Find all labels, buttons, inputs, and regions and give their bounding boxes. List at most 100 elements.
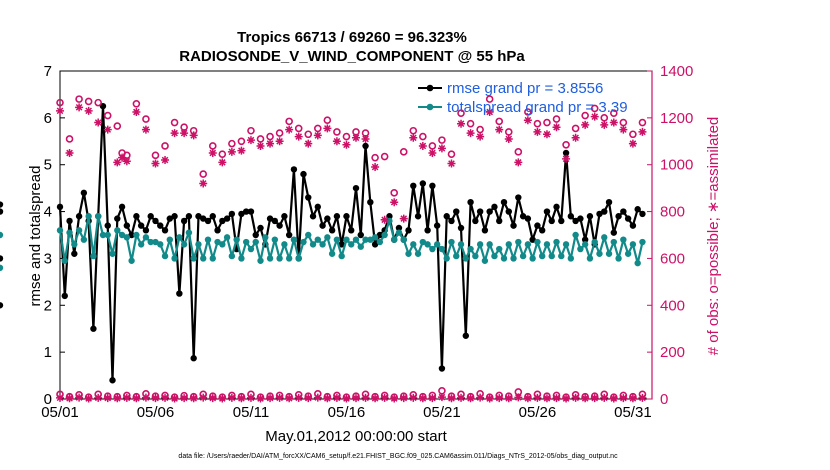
obs-possible-point (476, 125, 484, 134)
obs-assimilated-point (628, 139, 637, 148)
rmse-point (142, 227, 150, 234)
obs-assimilated-point (304, 139, 313, 148)
obs-assimilated-point (56, 393, 64, 402)
obs-assimilated-point-strokes (428, 394, 437, 403)
obs-assimilated-point-strokes (418, 141, 427, 150)
obs-assimilated-point-strokes (180, 394, 189, 403)
spread-point (176, 234, 183, 241)
obs-assimilated-point (285, 394, 294, 403)
obs-assimilated-point-strokes (294, 132, 303, 141)
rmse-point (285, 231, 293, 239)
rmse-point (467, 199, 474, 206)
obs-assimilated-point (428, 394, 437, 403)
obs-assimilated-point (294, 132, 303, 141)
obs-assimilated-point (118, 153, 127, 162)
obs-assimilated-point (638, 393, 647, 402)
obs-assimilated-point (75, 103, 84, 112)
obs-assimilated-point (552, 123, 561, 132)
spread-point (519, 252, 527, 260)
rmse-point (257, 224, 264, 232)
spread-point (300, 238, 307, 246)
obs-assimilated-point (113, 394, 122, 403)
spread-point (577, 245, 584, 253)
obs-assimilated-point (151, 159, 160, 168)
obs-assimilated-point-strokes (275, 137, 284, 146)
rmse-point (505, 208, 512, 215)
rmse-point (238, 210, 245, 218)
obs-assimilated-point (323, 124, 332, 133)
obs-assimilated-point (504, 134, 513, 143)
x-tick-label: 05/31 (614, 404, 652, 421)
spread-point (448, 238, 455, 246)
rmse-point (581, 236, 589, 243)
obs-assimilated-point (609, 118, 618, 127)
obs-possible-point (571, 124, 580, 133)
rmse-point (104, 222, 111, 229)
obs-assimilated-point-strokes (151, 159, 160, 168)
spread-point (405, 250, 412, 257)
rmse-point (376, 231, 384, 239)
rmse-point (476, 208, 484, 215)
obs-assimilated-point-strokes (466, 394, 475, 403)
y2-axis-label: # of obs: o=possible; ∗=assimilated (705, 117, 722, 356)
spread-point (376, 238, 384, 246)
rmse-point (66, 217, 73, 225)
obs-assimilated-point (84, 394, 93, 403)
spread-point (386, 217, 393, 225)
spread-point (281, 241, 288, 248)
rmse-point (271, 217, 279, 225)
obs-assimilated-point-strokes (285, 394, 294, 403)
obs-assimilated-point (418, 141, 427, 150)
obs-assimilated-point (199, 393, 208, 402)
spread-point (457, 241, 465, 248)
spread-point (634, 259, 641, 267)
obs-assimilated-point-strokes (256, 141, 265, 150)
spread-point (538, 252, 546, 260)
spread-point (228, 252, 236, 260)
obs-assimilated-point-strokes (294, 393, 303, 402)
obs-assimilated-point (571, 393, 580, 402)
obs-possible-point (619, 118, 628, 127)
obs-assimilated-point-strokes (189, 394, 198, 403)
obs-assimilated-point (189, 131, 198, 140)
rmse-point (448, 217, 455, 225)
obs-assimilated-point-strokes (466, 129, 475, 138)
obs-assimilated-point (457, 393, 466, 402)
obs-assimilated-point (542, 130, 551, 139)
obs-assimilated-point-strokes (380, 393, 389, 402)
obs-assimilated-point (56, 106, 64, 115)
obs-possible-point (419, 132, 427, 141)
obs-assimilated-point-strokes (523, 394, 532, 403)
obs-assimilated-point (75, 393, 84, 402)
obs-assimilated-point-strokes (118, 153, 127, 162)
rmse-point (362, 142, 369, 150)
rmse-point (56, 203, 64, 211)
rmse-point (324, 215, 331, 222)
rmse-point (190, 355, 197, 362)
obs-assimilated-point (590, 112, 599, 121)
spread-point (200, 255, 207, 262)
obs-assimilated-point (275, 137, 284, 146)
spread-point (624, 250, 632, 257)
obs-possible-point (543, 118, 551, 127)
x-axis-label: May.01,2012 00:00:00 start (265, 428, 447, 445)
obs-assimilated-point (590, 394, 599, 403)
rmse-point (118, 203, 126, 211)
spread-point (591, 238, 598, 246)
rmse-point (109, 377, 116, 384)
obs-assimilated-point (246, 393, 255, 402)
obs-assimilated-point-strokes (514, 158, 523, 167)
obs-assimilated-point (361, 393, 370, 402)
rmse-point (538, 227, 546, 234)
chart-subtitle: RADIOSONDE_V_WIND_COMPONENT @ 55 hPa (179, 48, 525, 65)
obs-assimilated-point-strokes (237, 394, 246, 403)
spread-point (257, 257, 264, 264)
obs-assimilated-point-strokes (199, 179, 208, 188)
obs-assimilated-point-strokes (609, 394, 618, 403)
obs-assimilated-point (562, 154, 571, 163)
spread-point (629, 241, 637, 248)
spread-point (476, 241, 484, 248)
obs-assimilated-point-strokes (638, 393, 647, 402)
obs-assimilated-point-strokes (103, 394, 112, 403)
